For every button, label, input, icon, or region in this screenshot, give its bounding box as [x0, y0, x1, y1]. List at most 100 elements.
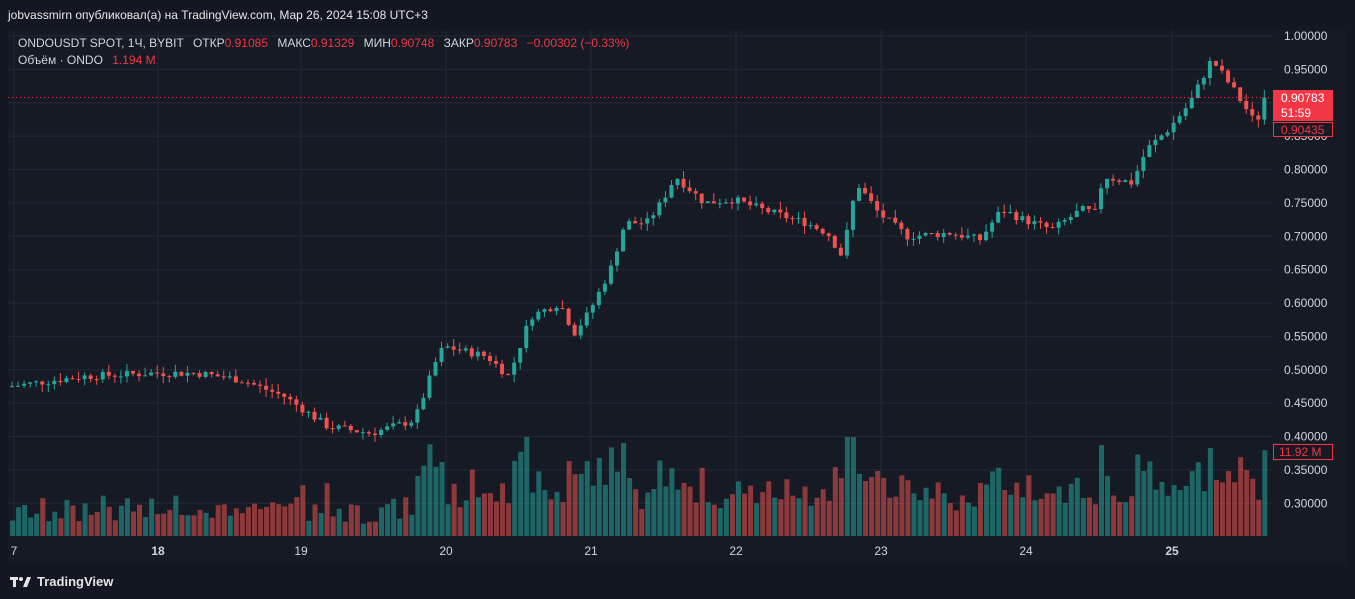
candle-body	[996, 211, 1001, 223]
volume-bar	[729, 494, 735, 536]
volume-bar	[403, 497, 409, 536]
candle-body	[1220, 65, 1224, 71]
volume-bar	[457, 507, 463, 536]
symbol-label[interactable]: ONDOUSDT SPOT, 1Ч, BYBIT	[18, 36, 184, 50]
tradingview-logo-text: TradingView	[37, 574, 114, 589]
volume-bar	[1038, 498, 1044, 536]
candle-body	[270, 389, 275, 392]
ohlc-legend: ONDOUSDT SPOT, 1Ч, BYBIT ОТКР0.91085 МАК…	[18, 36, 629, 50]
volume-bar	[118, 505, 124, 536]
volume-bar	[348, 504, 354, 536]
volume-bar	[1195, 462, 1201, 536]
volume-bar	[1014, 482, 1020, 536]
candle-body	[1056, 221, 1061, 228]
volume-bar	[1068, 483, 1074, 536]
candle-body	[366, 432, 371, 434]
y-tick-label: 1.00000	[1284, 29, 1328, 43]
volume-bar	[1080, 498, 1086, 536]
candle-body	[391, 423, 396, 427]
candle-body	[64, 378, 69, 383]
volume-bar	[1256, 499, 1262, 536]
volume-bar	[294, 497, 300, 536]
candle-body	[354, 430, 359, 433]
volume-bar	[487, 493, 493, 536]
candle-body	[487, 355, 492, 361]
price-badge: 0.90783 51:59	[1273, 90, 1333, 121]
volume-bar	[28, 517, 34, 536]
candle-body	[94, 378, 99, 380]
volume-bar	[421, 465, 427, 536]
volume-bar	[124, 498, 130, 536]
candle-body	[959, 234, 964, 238]
candle-body	[439, 347, 444, 363]
candle-body	[469, 348, 474, 357]
volume-bar	[88, 514, 94, 536]
volume-bar	[197, 509, 203, 536]
secondary-price-badge: 0.90435	[1273, 122, 1333, 137]
candle-body	[306, 411, 311, 413]
footer	[0, 566, 1355, 599]
volume-bar	[802, 486, 808, 536]
volume-bar	[996, 467, 1002, 536]
candle-body	[875, 201, 880, 211]
volume-bar	[717, 508, 723, 536]
y-tick-label: 0.65000	[1284, 263, 1328, 277]
volume-bar	[1117, 501, 1123, 536]
candle-body	[669, 185, 674, 198]
volume-bar	[1147, 461, 1153, 536]
candle-body	[657, 202, 662, 216]
candle-body	[705, 201, 710, 204]
volume-bar	[711, 504, 717, 536]
candle-body	[494, 360, 498, 364]
candle-body	[451, 346, 456, 350]
candle-body	[760, 203, 765, 209]
volume-bar	[723, 498, 729, 536]
volume-bar	[941, 493, 947, 536]
candle-body	[40, 381, 45, 385]
candle-body	[1244, 100, 1249, 110]
candle-body	[881, 210, 886, 218]
grid-lines	[8, 30, 1272, 536]
candle-body	[415, 409, 420, 423]
volume-bar	[1207, 447, 1213, 536]
candle-body	[723, 202, 728, 204]
candle-body	[318, 417, 323, 420]
y-tick-label: 0.45000	[1284, 396, 1328, 410]
y-tick-label: 0.80000	[1284, 163, 1328, 177]
volume-bar	[965, 502, 971, 536]
candle-body	[348, 425, 353, 431]
candle-body	[1123, 180, 1128, 183]
candle-body	[596, 291, 601, 306]
candle-body	[965, 235, 970, 238]
y-tick-label: 0.50000	[1284, 363, 1328, 377]
candle-body	[554, 308, 559, 312]
candle-body	[197, 373, 202, 377]
volume-bar	[1026, 475, 1032, 536]
candle-body	[373, 433, 377, 436]
volume-bar	[427, 444, 433, 536]
candle-body	[947, 233, 952, 235]
volume-bar	[608, 447, 614, 536]
candle-body	[336, 425, 341, 429]
volume-bar	[748, 485, 754, 536]
volume-bar	[929, 498, 935, 536]
candle-body	[379, 429, 384, 436]
volume-bar	[935, 482, 941, 536]
volume-label[interactable]: Объём · ONDO	[18, 53, 103, 67]
candle-body	[173, 371, 178, 377]
tradingview-logo[interactable]: TradingView	[10, 574, 113, 589]
candle-body	[990, 222, 995, 232]
volume-bar	[633, 489, 639, 536]
volume-bar	[1232, 482, 1238, 536]
candle-body	[1026, 216, 1031, 225]
volume-bar	[155, 514, 161, 536]
volume-bar	[397, 518, 403, 536]
candle-body	[578, 325, 583, 336]
volume-bar	[778, 499, 784, 536]
candle-body	[433, 362, 438, 376]
candle-body	[28, 382, 33, 384]
chart-frame[interactable]	[8, 30, 1347, 564]
volume-bar	[808, 505, 814, 536]
volume-bar	[814, 497, 820, 536]
